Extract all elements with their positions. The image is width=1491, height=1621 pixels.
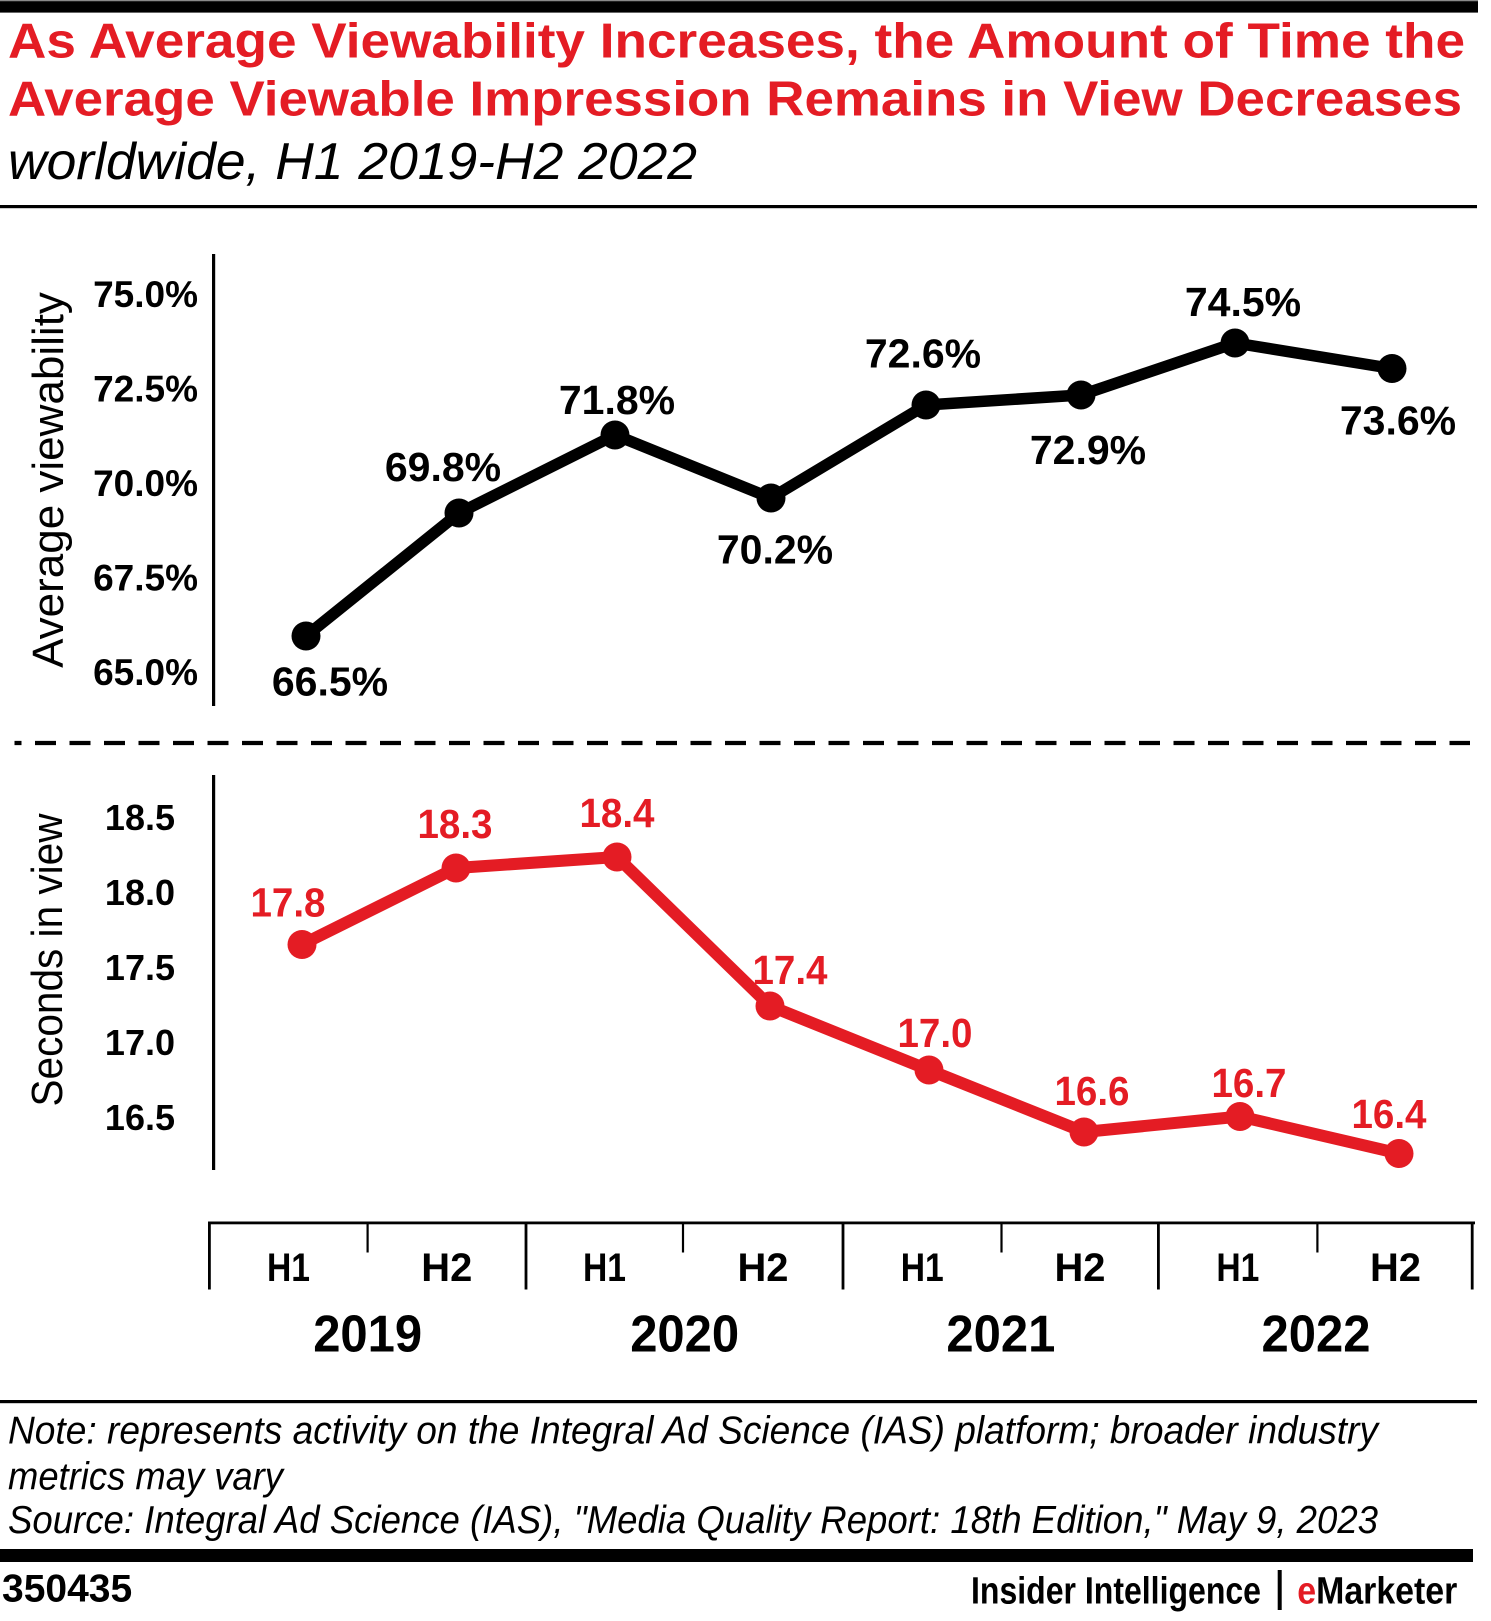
svg-text:H1: H1 [267,1246,310,1290]
svg-text:worldwide, H1 2019-H2 2022: worldwide, H1 2019-H2 2022 [8,133,697,191]
svg-text:17.5: 17.5 [105,947,175,988]
svg-text:H1: H1 [901,1246,944,1290]
svg-text:17.0: 17.0 [898,1010,973,1056]
svg-text:17.0: 17.0 [105,1022,175,1063]
svg-text:16.5: 16.5 [105,1097,175,1138]
svg-text:72.5%: 72.5% [93,368,198,409]
svg-text:16.4: 16.4 [1352,1091,1427,1137]
svg-text:Note: represents activity on t: Note: represents activity on the Integra… [8,1410,1380,1453]
svg-text:eMarketer: eMarketer [1297,1570,1457,1612]
svg-text:H1: H1 [583,1246,626,1290]
svg-text:75.0%: 75.0% [93,274,198,315]
svg-text:18.4: 18.4 [580,790,655,836]
svg-text:72.9%: 72.9% [1030,427,1146,473]
svg-text:H2: H2 [421,1246,472,1290]
svg-text:18.0: 18.0 [105,872,175,913]
svg-text:metrics may vary: metrics may vary [8,1456,285,1499]
svg-text:2022: 2022 [1262,1305,1371,1363]
svg-text:74.5%: 74.5% [1185,279,1301,325]
svg-text:Average Viewable Impression Re: Average Viewable Impression Remains in V… [8,71,1462,126]
svg-text:2021: 2021 [946,1305,1055,1363]
svg-text:73.6%: 73.6% [1340,398,1456,444]
svg-text:72.6%: 72.6% [865,330,981,376]
svg-text:18.3: 18.3 [418,801,493,847]
svg-text:69.8%: 69.8% [385,444,501,490]
svg-text:67.5%: 67.5% [93,557,198,598]
svg-text:Average viewability: Average viewability [24,292,73,668]
svg-text:H2: H2 [738,1246,789,1290]
svg-text:16.6: 16.6 [1055,1068,1130,1114]
svg-text:Insider Intelligence: Insider Intelligence [971,1570,1261,1612]
svg-text:H1: H1 [1216,1246,1259,1290]
svg-text:Seconds in view: Seconds in view [23,813,72,1106]
svg-text:2019: 2019 [313,1305,422,1363]
svg-text:H2: H2 [1054,1246,1105,1290]
svg-text:70.2%: 70.2% [717,527,833,573]
svg-text:H2: H2 [1370,1246,1421,1290]
svg-text:66.5%: 66.5% [272,659,388,705]
svg-text:65.0%: 65.0% [93,652,198,693]
svg-text:Source: Integral Ad Science (I: Source: Integral Ad Science (IAS), "Medi… [8,1499,1378,1542]
svg-text:As Average Viewability Increas: As Average Viewability Increases, the Am… [8,14,1465,69]
svg-text:2020: 2020 [630,1305,739,1363]
svg-text:16.7: 16.7 [1212,1060,1287,1106]
svg-text:17.8: 17.8 [251,880,326,926]
svg-text:70.0%: 70.0% [93,463,198,504]
svg-text:18.5: 18.5 [105,797,175,838]
svg-text:350435: 350435 [2,1568,132,1611]
svg-text:71.8%: 71.8% [559,377,675,423]
svg-text:17.4: 17.4 [753,947,828,993]
